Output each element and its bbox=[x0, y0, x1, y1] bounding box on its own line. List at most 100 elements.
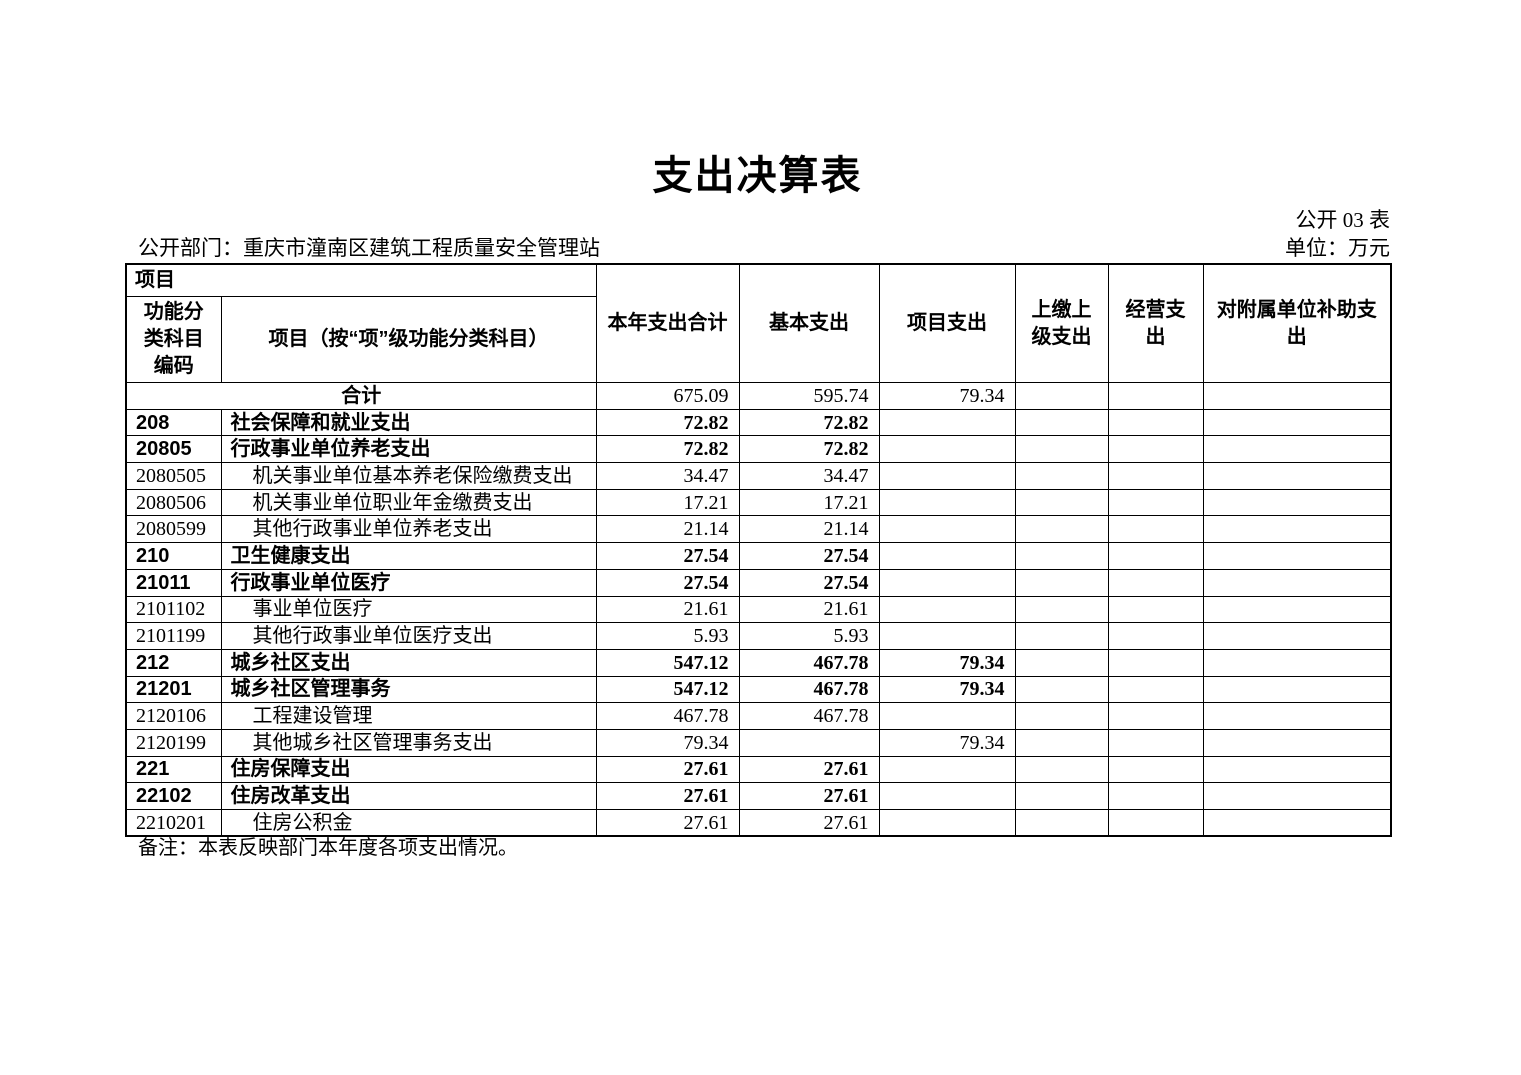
value-cell bbox=[1202, 595, 1392, 624]
value-cell bbox=[1107, 702, 1204, 730]
value-cell: 5.93 bbox=[595, 622, 740, 650]
header-col-upper-level-label: 上缴上级支出 bbox=[1031, 298, 1092, 348]
page-title: 支出决算表 bbox=[652, 154, 863, 198]
item-name-cell: 行政事业单位养老支出 bbox=[220, 435, 597, 464]
value-cell: 72.82 bbox=[595, 408, 740, 437]
value-cell bbox=[1202, 542, 1392, 570]
item-name-cell: 社会保障和就业支出 bbox=[220, 408, 597, 437]
table-row: 221 住房保障支出 27.61 27.61 bbox=[125, 755, 1392, 784]
value-cell bbox=[1202, 728, 1392, 757]
table-row: 2080599 其他行政事业单位养老支出 21.14 21.14 bbox=[125, 515, 1392, 544]
value-cell bbox=[1014, 728, 1109, 757]
value-cell bbox=[1202, 382, 1392, 410]
value-cell bbox=[1014, 462, 1109, 490]
code-cell: 2120199 bbox=[125, 728, 222, 757]
value-cell: 467.78 bbox=[738, 648, 880, 677]
table-row: 22102 住房改革支出 27.61 27.61 bbox=[125, 782, 1392, 810]
value-cell bbox=[1014, 622, 1109, 650]
value-cell bbox=[1202, 568, 1392, 597]
value-cell: 79.34 bbox=[595, 728, 740, 757]
item-name-cell: 城乡社区管理事务 bbox=[220, 675, 597, 704]
value-cell: 27.61 bbox=[738, 755, 880, 784]
value-cell bbox=[878, 702, 1016, 730]
value-cell bbox=[1014, 568, 1109, 597]
value-cell: 547.12 bbox=[595, 675, 740, 704]
value-cell: 72.82 bbox=[738, 408, 880, 437]
table-row: 2120106 工程建设管理 467.78 467.78 bbox=[125, 702, 1392, 730]
value-cell: 27.54 bbox=[738, 542, 880, 570]
header-row-sub: 功能分类科目编码 项目（按“项”级功能分类科目） bbox=[125, 296, 1391, 383]
item-name-cell: 卫生健康支出 bbox=[220, 542, 597, 570]
table-row: 2080505 机关事业单位基本养老保险缴费支出 34.47 34.47 bbox=[125, 462, 1392, 490]
value-cell: 72.82 bbox=[595, 435, 740, 464]
item-name-cell: 工程建设管理 bbox=[220, 702, 597, 730]
value-cell: 27.61 bbox=[738, 809, 880, 837]
value-cell bbox=[878, 755, 1016, 784]
total-label: 合计 bbox=[125, 382, 597, 410]
header-col-operating-label: 经营支出 bbox=[1125, 298, 1186, 348]
value-cell: 467.78 bbox=[738, 675, 880, 704]
code-cell: 2080505 bbox=[125, 462, 222, 490]
code-cell: 2101199 bbox=[125, 622, 222, 650]
value-cell: 595.74 bbox=[738, 382, 880, 410]
table-row: 2080506 机关事业单位职业年金缴费支出 17.21 17.21 bbox=[125, 488, 1392, 517]
header-col-annual-total: 本年支出合计 bbox=[595, 263, 740, 383]
value-cell: 17.21 bbox=[738, 488, 880, 517]
item-name-cell: 机关事业单位职业年金缴费支出 bbox=[220, 488, 597, 517]
table-row: 21011 行政事业单位医疗 27.54 27.54 bbox=[125, 568, 1392, 597]
value-cell: 21.61 bbox=[738, 595, 880, 624]
header-item-name: 项目（按“项”级功能分类科目） bbox=[220, 296, 597, 383]
value-cell bbox=[878, 568, 1016, 597]
table-row: 2210201 住房公积金 27.61 27.61 bbox=[125, 809, 1392, 837]
value-cell bbox=[1107, 755, 1204, 784]
value-cell bbox=[1202, 408, 1392, 437]
value-cell bbox=[1202, 782, 1392, 810]
value-cell bbox=[1014, 595, 1109, 624]
value-cell: 21.14 bbox=[595, 515, 740, 544]
value-cell bbox=[878, 488, 1016, 517]
value-cell bbox=[1014, 542, 1109, 570]
value-cell: 27.54 bbox=[595, 542, 740, 570]
value-cell bbox=[1202, 755, 1392, 784]
header-col-subsidy: 对附属单位补助支出 bbox=[1202, 263, 1392, 383]
table-row: 2101199 其他行政事业单位医疗支出 5.93 5.93 bbox=[125, 622, 1392, 650]
value-cell bbox=[878, 542, 1016, 570]
meta-row: 公开部门：重庆市潼南区建筑工程质量安全管理站 单位：万元 bbox=[138, 236, 1390, 261]
value-cell bbox=[878, 622, 1016, 650]
value-cell bbox=[1202, 702, 1392, 730]
value-cell bbox=[1107, 435, 1204, 464]
value-cell: 21.61 bbox=[595, 595, 740, 624]
item-name-cell: 行政事业单位医疗 bbox=[220, 568, 597, 597]
value-cell: 27.61 bbox=[595, 755, 740, 784]
value-cell: 27.54 bbox=[595, 568, 740, 597]
value-cell: 27.61 bbox=[595, 782, 740, 810]
value-cell bbox=[1202, 435, 1392, 464]
value-cell bbox=[878, 435, 1016, 464]
value-cell bbox=[1107, 648, 1204, 677]
value-cell bbox=[1202, 462, 1392, 490]
value-cell bbox=[1202, 622, 1392, 650]
note: 备注：本表反映部门本年度各项支出情况。 bbox=[138, 837, 518, 859]
value-cell bbox=[738, 728, 880, 757]
item-name-cell: 其他行政事业单位养老支出 bbox=[220, 515, 597, 544]
value-cell bbox=[878, 782, 1016, 810]
value-cell bbox=[1107, 675, 1204, 704]
value-cell bbox=[1014, 809, 1109, 837]
value-cell bbox=[1014, 515, 1109, 544]
table-row: 210 卫生健康支出 27.54 27.54 bbox=[125, 542, 1392, 570]
table-row: 212 城乡社区支出 547.12 467.78 79.34 bbox=[125, 648, 1392, 677]
code-cell: 2120106 bbox=[125, 702, 222, 730]
value-cell: 79.34 bbox=[878, 382, 1016, 410]
value-cell bbox=[1107, 408, 1204, 437]
value-cell bbox=[1107, 462, 1204, 490]
value-cell bbox=[1107, 488, 1204, 517]
table-row: 2101102 事业单位医疗 21.61 21.61 bbox=[125, 595, 1392, 624]
value-cell bbox=[1202, 675, 1392, 704]
value-cell bbox=[1202, 515, 1392, 544]
value-cell: 547.12 bbox=[595, 648, 740, 677]
item-name-cell: 机关事业单位基本养老保险缴费支出 bbox=[220, 462, 597, 490]
item-name-cell: 其他行政事业单位医疗支出 bbox=[220, 622, 597, 650]
value-cell: 17.21 bbox=[595, 488, 740, 517]
value-cell bbox=[1014, 675, 1109, 704]
value-cell bbox=[1202, 648, 1392, 677]
